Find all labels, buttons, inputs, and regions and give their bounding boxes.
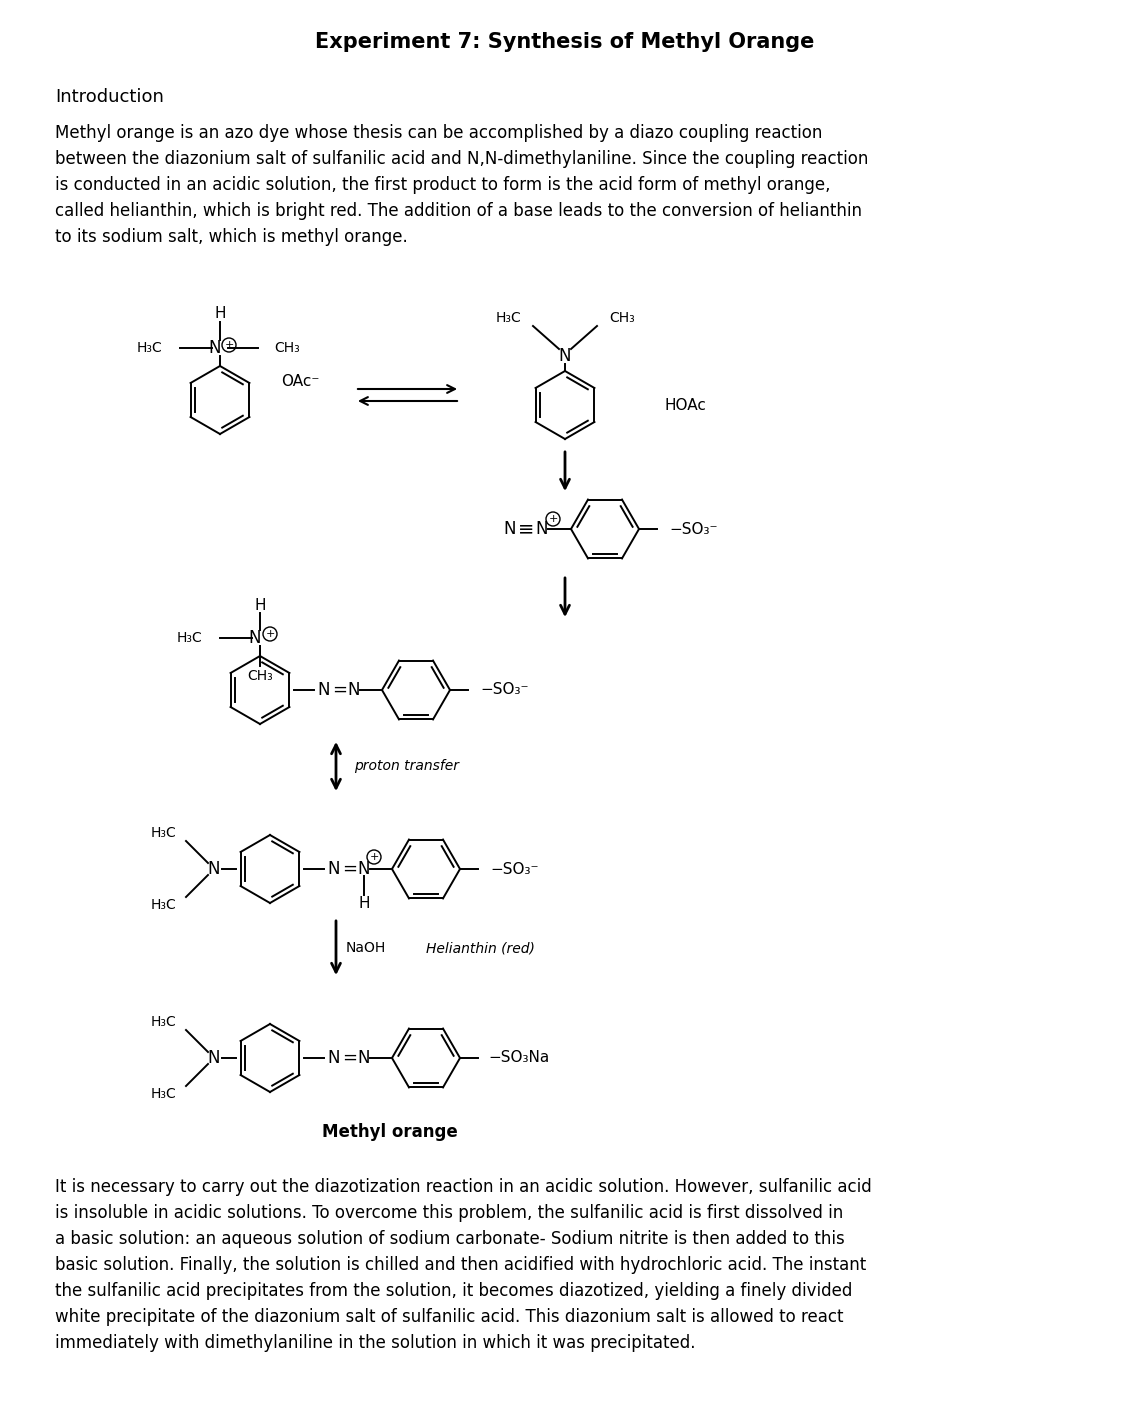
- Text: between the diazonium salt of sulfanilic acid and N,N-dimethylaniline. Since the: between the diazonium salt of sulfanilic…: [55, 150, 868, 168]
- Text: NaOH: NaOH: [346, 940, 386, 954]
- Text: immediately with dimethylaniline in the solution in which it was precipitated.: immediately with dimethylaniline in the …: [55, 1333, 695, 1352]
- Text: the sulfanilic acid precipitates from the solution, it becomes diazotized, yield: the sulfanilic acid precipitates from th…: [55, 1282, 852, 1299]
- Text: basic solution. Finally, the solution is chilled and then acidified with hydroch: basic solution. Finally, the solution is…: [55, 1256, 867, 1274]
- Text: H₃C: H₃C: [150, 1015, 176, 1029]
- Text: =: =: [342, 860, 357, 878]
- Text: is conducted in an acidic solution, the first product to form is the acid form o: is conducted in an acidic solution, the …: [55, 175, 831, 194]
- Text: N: N: [318, 682, 330, 699]
- Text: −SO₃⁻: −SO₃⁻: [480, 683, 529, 697]
- Text: It is necessary to carry out the diazotization reaction in an acidic solution. H: It is necessary to carry out the diazoti…: [55, 1178, 871, 1196]
- Text: Helianthin (red): Helianthin (red): [426, 940, 534, 954]
- Text: white precipitate of the diazonium salt of sulfanilic acid. This diazonium salt : white precipitate of the diazonium salt …: [55, 1308, 843, 1326]
- Text: N: N: [536, 520, 548, 537]
- Text: −SO₃⁻: −SO₃⁻: [490, 861, 539, 877]
- Text: CH₃: CH₃: [247, 669, 272, 683]
- Text: proton transfer: proton transfer: [354, 759, 459, 773]
- Text: H: H: [215, 307, 226, 321]
- Text: H₃C: H₃C: [176, 631, 202, 645]
- Text: +: +: [225, 339, 234, 351]
- Text: N: N: [358, 860, 371, 878]
- Text: =: =: [342, 1049, 357, 1068]
- Text: Introduction: Introduction: [55, 88, 164, 106]
- Text: +: +: [370, 853, 379, 863]
- Text: N: N: [208, 860, 220, 878]
- Text: −SO₃Na: −SO₃Na: [488, 1051, 549, 1066]
- Text: HOAc: HOAc: [664, 397, 706, 413]
- Text: ≡: ≡: [518, 519, 534, 539]
- Text: N: N: [208, 1049, 220, 1068]
- Text: H: H: [358, 895, 370, 911]
- Text: H₃C: H₃C: [150, 826, 176, 840]
- Text: Methyl orange is an azo dye whose thesis can be accomplished by a diazo coupling: Methyl orange is an azo dye whose thesis…: [55, 124, 823, 141]
- Text: CH₃: CH₃: [273, 341, 299, 355]
- Text: N: N: [249, 629, 261, 648]
- Text: Methyl orange: Methyl orange: [322, 1123, 458, 1141]
- Text: H₃C: H₃C: [150, 898, 176, 912]
- Text: N: N: [328, 860, 340, 878]
- Text: +: +: [266, 629, 275, 639]
- Text: H₃C: H₃C: [137, 341, 162, 355]
- Text: to its sodium salt, which is methyl orange.: to its sodium salt, which is methyl oran…: [55, 228, 408, 246]
- Text: N: N: [358, 1049, 371, 1068]
- Text: is insoluble in acidic solutions. To overcome this problem, the sulfanilic acid : is insoluble in acidic solutions. To ove…: [55, 1203, 843, 1222]
- Text: a basic solution: an aqueous solution of sodium carbonate- Sodium nitrite is the: a basic solution: an aqueous solution of…: [55, 1230, 845, 1249]
- Text: N: N: [209, 339, 221, 356]
- Text: N: N: [504, 520, 516, 537]
- Text: =: =: [332, 682, 348, 699]
- Text: H₃C: H₃C: [150, 1087, 176, 1102]
- Text: N: N: [348, 682, 360, 699]
- Text: called helianthin, which is bright red. The addition of a base leads to the conv: called helianthin, which is bright red. …: [55, 202, 862, 221]
- Text: H: H: [254, 598, 266, 612]
- Text: +: +: [548, 515, 558, 525]
- Text: H₃C: H₃C: [495, 311, 521, 325]
- Text: N: N: [558, 346, 572, 365]
- Text: N: N: [328, 1049, 340, 1068]
- Text: OAc⁻: OAc⁻: [281, 375, 319, 389]
- Text: −SO₃⁻: −SO₃⁻: [669, 522, 718, 536]
- Text: Experiment 7: Synthesis of Methyl Orange: Experiment 7: Synthesis of Methyl Orange: [315, 33, 815, 52]
- Text: CH₃: CH₃: [609, 311, 635, 325]
